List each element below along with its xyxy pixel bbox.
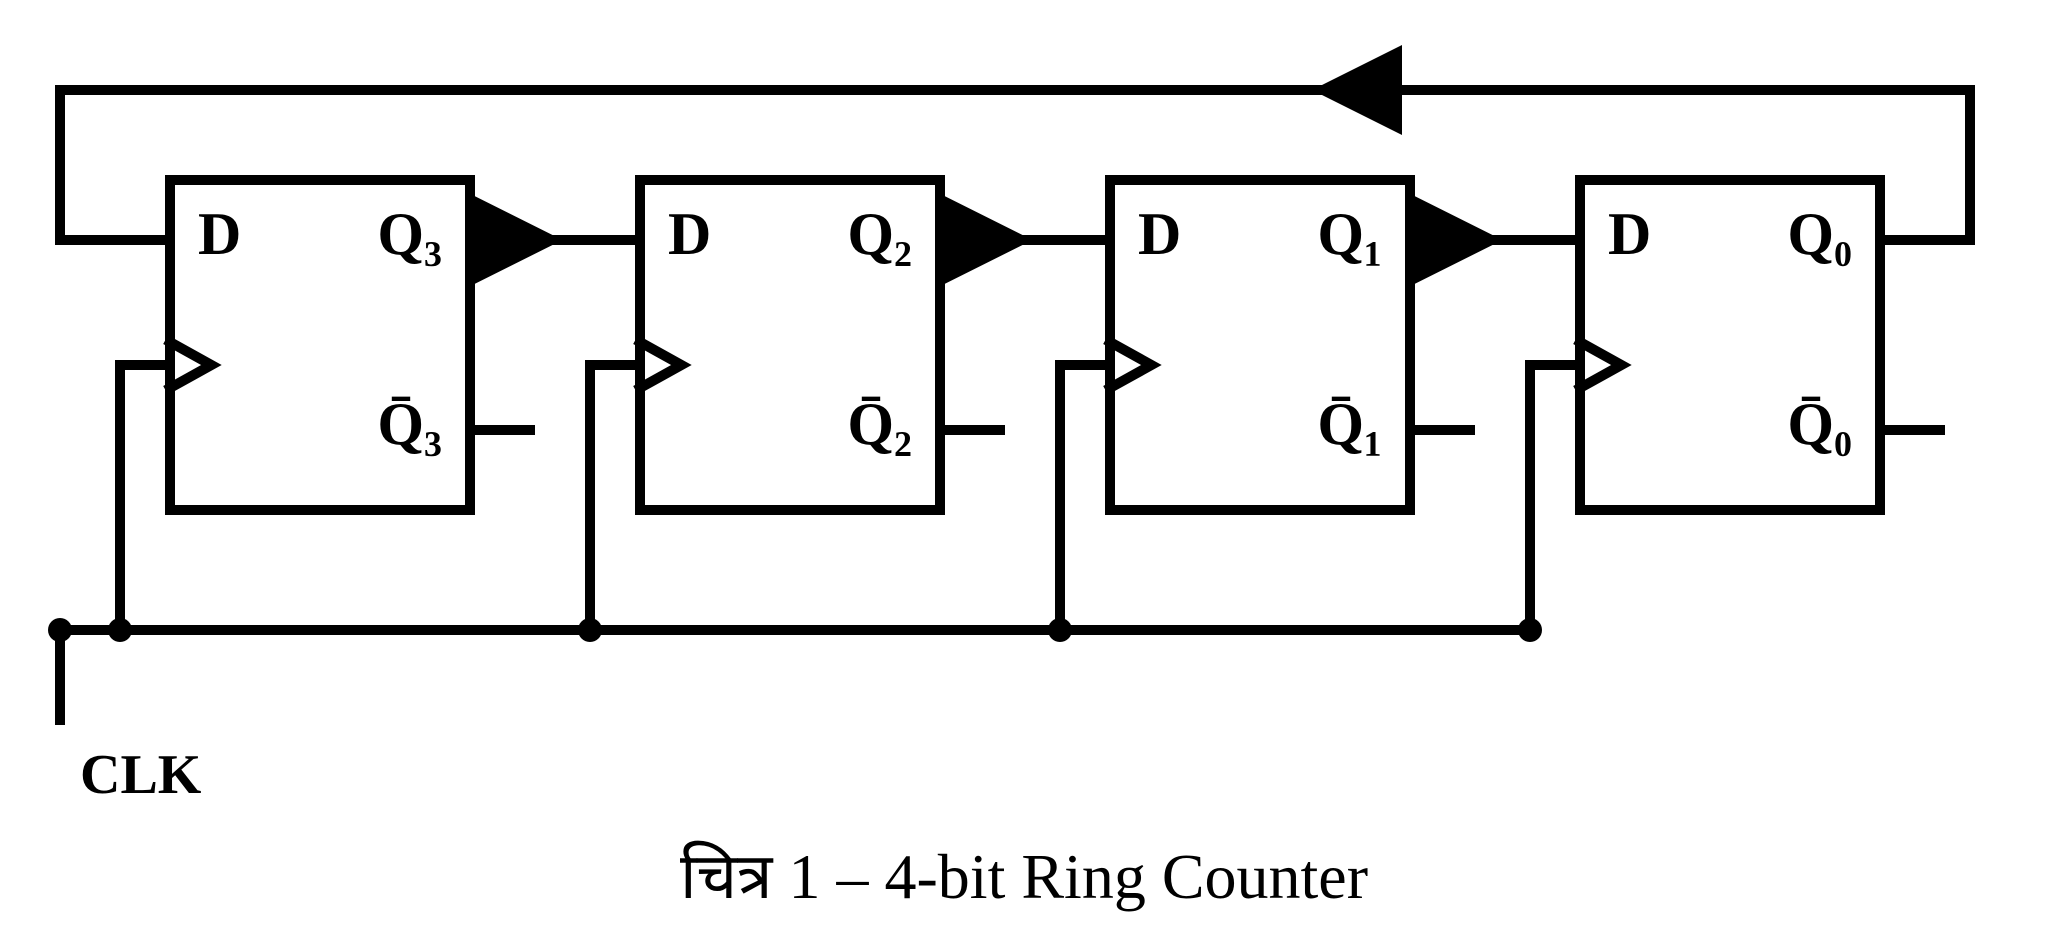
qbar-label-2: Q̄₁ xyxy=(1317,391,1382,457)
qbar-label-0: Q̄₃ xyxy=(377,391,442,457)
d-label-0: D xyxy=(198,201,241,267)
q-label-1: Q₂ xyxy=(847,201,912,267)
d-label-1: D xyxy=(668,201,711,267)
clock-triangle-icon xyxy=(1110,342,1151,388)
ring-counter-diagram: D Q₃ Q̄₃ D Q₂ Q̄₂ D Q₁ Q̄₁ D Q₀ Q̄₀ CLK xyxy=(0,0,2048,939)
qbar-label-1: Q̄₂ xyxy=(847,391,912,457)
d-label-3: D xyxy=(1608,201,1651,267)
q-label-3: Q₀ xyxy=(1787,201,1852,267)
d-label-2: D xyxy=(1138,201,1181,267)
figure-caption: चित्र 1 – 4-bit Ring Counter xyxy=(0,830,2048,917)
figure-caption-text: चित्र 1 – 4-bit Ring Counter xyxy=(680,841,1368,912)
clock-triangle-icon xyxy=(1580,342,1621,388)
clock-triangle-icon xyxy=(640,342,681,388)
clk-label: CLK xyxy=(80,744,202,806)
q-label-0: Q₃ xyxy=(377,201,442,267)
clock-triangle-icon xyxy=(170,342,211,388)
qbar-label-3: Q̄₀ xyxy=(1787,391,1852,457)
q-label-2: Q₁ xyxy=(1317,201,1382,267)
